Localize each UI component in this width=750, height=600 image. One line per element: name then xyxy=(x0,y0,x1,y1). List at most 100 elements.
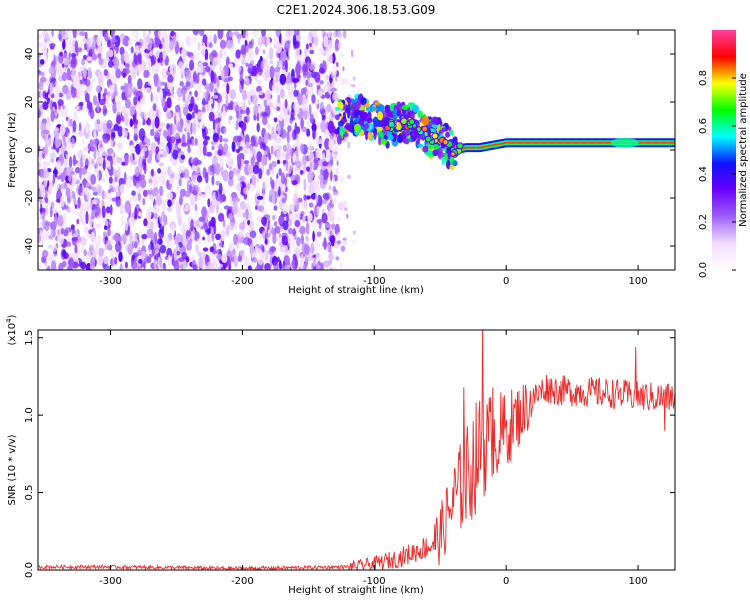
noise-speckle xyxy=(66,195,71,204)
noise-speckle xyxy=(78,122,82,132)
noise-speckle xyxy=(266,54,270,60)
noise-speckle xyxy=(114,256,118,265)
noise-speckle xyxy=(247,265,252,270)
noise-speckle xyxy=(292,78,299,83)
noise-speckle xyxy=(161,213,167,226)
noise-speckle xyxy=(139,63,145,72)
noise-speckle xyxy=(82,66,87,79)
signal-blob xyxy=(392,108,399,119)
noise-speckle xyxy=(172,149,179,160)
noise-speckle xyxy=(296,144,300,153)
signal-blob xyxy=(367,131,373,141)
noise-speckle xyxy=(62,212,67,224)
noise-speckle xyxy=(89,265,96,270)
signal-blob xyxy=(445,131,450,138)
noise-speckle xyxy=(262,116,268,126)
noise-speckle xyxy=(120,85,125,91)
noise-speckle xyxy=(113,124,120,132)
noise-speckle xyxy=(327,120,335,134)
signal-blob xyxy=(401,104,409,111)
noise-speckle xyxy=(302,163,307,175)
noise-speckle xyxy=(350,83,356,88)
noise-speckle xyxy=(92,95,98,106)
noise-speckle xyxy=(236,110,240,119)
noise-speckle xyxy=(258,168,263,180)
noise-speckle xyxy=(236,153,241,163)
noise-speckle xyxy=(153,221,160,230)
noise-speckle xyxy=(104,225,108,231)
noise-speckle xyxy=(340,175,345,183)
noise-speckle xyxy=(284,31,288,37)
noise-speckle xyxy=(194,194,202,201)
noise-speckle xyxy=(131,190,136,196)
noise-speckle xyxy=(305,79,309,86)
noise-speckle xyxy=(256,112,260,122)
noise-speckle xyxy=(110,30,116,36)
noise-speckle xyxy=(276,159,281,164)
noise-speckle xyxy=(249,220,255,231)
noise-speckle xyxy=(219,39,227,49)
noise-speckle xyxy=(237,255,242,262)
noise-speckle xyxy=(135,204,140,211)
noise-speckle xyxy=(313,238,321,252)
noise-speckle xyxy=(150,194,155,203)
noise-speckle xyxy=(134,65,139,73)
noise-speckle xyxy=(126,87,133,96)
noise-speckle xyxy=(201,206,208,218)
noise-speckle xyxy=(137,78,143,90)
noise-speckle xyxy=(99,98,106,106)
signal-knot xyxy=(431,132,439,140)
signal-blob xyxy=(378,136,382,146)
noise-speckle xyxy=(123,114,129,124)
noise-speckle xyxy=(178,165,186,173)
noise-speckle xyxy=(161,135,166,146)
bottom-y-axis-label: SNR (10 * v/v) xyxy=(7,434,18,505)
noise-speckle xyxy=(150,244,154,250)
noise-speckle xyxy=(343,207,348,211)
noise-speckle xyxy=(209,81,214,93)
noise-speckle xyxy=(243,160,250,165)
noise-speckle xyxy=(124,200,132,214)
noise-speckle xyxy=(233,233,238,246)
noise-speckle xyxy=(160,200,166,205)
noise-speckle xyxy=(249,49,253,59)
noise-speckle xyxy=(80,104,83,111)
noise-speckle xyxy=(287,125,292,132)
noise-speckle xyxy=(166,97,172,109)
noise-speckle xyxy=(180,154,185,160)
noise-speckle xyxy=(95,184,102,193)
noise-speckle xyxy=(141,233,148,240)
noise-speckle xyxy=(137,187,143,194)
noise-speckle xyxy=(97,53,102,59)
noise-speckle xyxy=(123,50,129,64)
noise-speckle xyxy=(326,244,331,252)
noise-speckle xyxy=(300,210,305,216)
noise-speckle xyxy=(197,42,201,52)
noise-speckle xyxy=(336,30,341,38)
noise-speckle xyxy=(241,54,247,64)
noise-speckle xyxy=(152,118,155,132)
noise-speckle xyxy=(38,182,43,187)
noise-speckle xyxy=(209,98,214,105)
noise-speckle xyxy=(195,243,199,253)
noise-speckle xyxy=(204,184,211,197)
noise-speckle xyxy=(68,52,71,59)
noise-speckle xyxy=(158,175,165,185)
noise-speckle xyxy=(54,89,60,102)
noise-speckle xyxy=(109,69,116,82)
noise-speckle xyxy=(104,173,109,177)
noise-speckle xyxy=(102,151,107,157)
noise-speckle xyxy=(219,49,223,59)
noise-speckle xyxy=(81,220,87,226)
snr-background xyxy=(38,330,675,570)
noise-speckle xyxy=(91,186,97,192)
noise-speckle xyxy=(168,39,174,52)
noise-speckle xyxy=(202,247,209,252)
noise-speckle xyxy=(245,62,249,67)
noise-speckle xyxy=(201,49,206,56)
noise-speckle xyxy=(229,115,233,121)
noise-speckle xyxy=(150,221,154,230)
noise-speckle xyxy=(232,167,237,175)
noise-speckle xyxy=(86,37,92,50)
noise-speckle xyxy=(192,71,197,82)
